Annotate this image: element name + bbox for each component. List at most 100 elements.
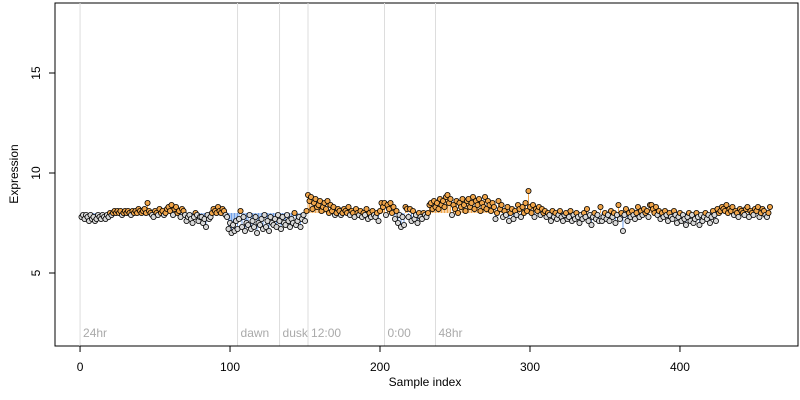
point [475,195,482,202]
point [324,197,331,204]
point [173,203,180,210]
marker-label: 12:00 [311,326,341,340]
point [444,191,451,198]
y-tick-label: 10 [29,166,43,180]
point [529,201,536,208]
point [249,217,256,224]
point [387,199,394,206]
point [189,219,196,226]
marker-label: 24hr [83,326,107,340]
point [239,223,246,230]
point [377,207,384,214]
point [278,225,285,232]
point [706,219,713,226]
point [522,199,529,206]
point [383,211,390,218]
point [454,209,461,216]
point [439,197,446,204]
point [251,223,258,230]
x-tick-label: 100 [220,360,240,374]
marker-label: 48hr [438,326,462,340]
point [585,217,592,224]
point [597,203,604,210]
point [390,203,397,210]
x-tick-label: 0 [77,360,84,374]
x-tick-label: 400 [670,360,690,374]
point [487,207,494,214]
point [261,211,268,218]
point [303,207,310,214]
point [245,221,252,228]
point [405,213,412,220]
y-tick-label: 15 [29,66,43,80]
point [619,227,626,234]
point [460,201,467,208]
point [302,217,309,224]
point [490,203,497,210]
point [395,219,402,226]
point [257,221,264,228]
point [263,223,270,230]
point [448,211,455,218]
point [498,201,505,208]
point [284,211,291,218]
marker-label: dawn [241,326,270,340]
point [266,227,273,234]
point [240,213,247,220]
marker-label: dusk [283,326,309,340]
point [519,203,526,210]
point [682,221,689,228]
point [410,207,417,214]
point [645,213,652,220]
point [203,223,210,230]
point [576,219,583,226]
point [471,205,478,212]
point [624,217,631,224]
point [424,209,431,216]
plot-frame [54,2,799,347]
marker-label: 0:00 [388,326,412,340]
point [510,215,517,222]
point [547,217,554,224]
point [345,203,352,210]
point [606,217,613,224]
point [567,207,574,214]
point [643,207,650,214]
point [765,209,772,216]
point [531,213,538,220]
point [287,223,294,230]
point [300,211,307,218]
point [393,207,400,214]
point [723,201,730,208]
point [696,221,703,228]
point [495,197,502,204]
point [435,205,442,212]
point [441,203,448,210]
point [451,205,458,212]
point [297,223,304,230]
point [230,221,237,228]
point [525,187,532,194]
point [392,215,399,222]
point [612,219,619,226]
point [401,221,408,228]
point [363,205,370,212]
point [462,207,469,214]
x-tick-label: 300 [520,360,540,374]
point [634,203,641,210]
point [744,203,751,210]
point [622,205,629,212]
x-tick-label: 200 [370,360,390,374]
point [766,203,773,210]
point [493,209,500,216]
point [750,211,757,218]
point [225,225,232,232]
point [729,203,736,210]
x-axis-title: Sample index [389,375,462,389]
point [652,203,659,210]
point [323,205,330,212]
y-axis-title: Expression [7,144,21,203]
point [492,215,499,222]
point [481,193,488,200]
